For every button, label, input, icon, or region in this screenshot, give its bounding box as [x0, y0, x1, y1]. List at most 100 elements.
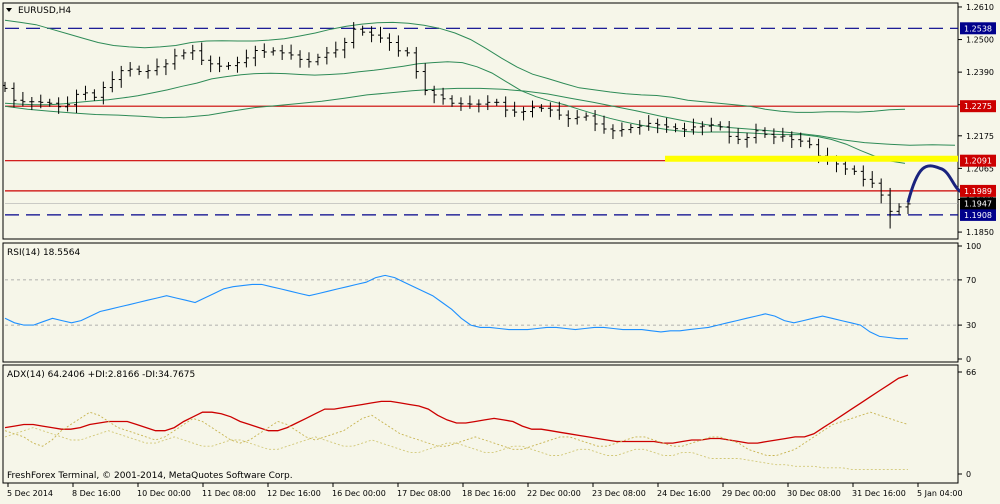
ohlc-bar[interactable] — [342, 37, 348, 59]
ohlc-bar[interactable] — [226, 62, 232, 70]
ohlc-bar[interactable] — [628, 123, 634, 134]
projection-arc[interactable] — [906, 164, 963, 203]
ohlc-bar[interactable] — [413, 46, 419, 79]
ohlc-bar[interactable] — [619, 122, 625, 137]
ohlc-bar[interactable] — [610, 124, 616, 140]
ohlc-bar[interactable] — [744, 132, 750, 148]
ohlc-bar[interactable] — [395, 35, 401, 57]
ohlc-bar[interactable] — [878, 178, 884, 204]
ohlc-bar[interactable] — [172, 48, 178, 70]
ohlc-bar[interactable] — [100, 81, 106, 105]
ohlc-bar[interactable] — [91, 89, 97, 101]
ohlc-bar[interactable] — [74, 89, 80, 114]
ohlc-bar[interactable] — [860, 165, 866, 187]
ohlc-bar[interactable] — [538, 104, 544, 112]
ohlc-bar[interactable] — [234, 56, 240, 73]
ohlc-bar[interactable] — [136, 65, 142, 76]
ohlc-bar[interactable] — [735, 128, 741, 145]
ohlc-bar[interactable] — [270, 47, 276, 56]
ohlc-bar[interactable] — [467, 95, 473, 109]
ohlc-bar[interactable] — [118, 65, 124, 88]
ohlc-bar[interactable] — [476, 99, 482, 113]
ohlc-bar[interactable] — [199, 42, 205, 66]
adx-plus-di-line[interactable] — [4, 411, 909, 456]
ohlc-bar[interactable] — [154, 58, 160, 76]
ohlc-bar[interactable] — [449, 95, 455, 107]
ohlc-bar[interactable] — [574, 110, 580, 125]
ohlc-bar[interactable] — [503, 96, 509, 118]
ohlc-bar[interactable] — [780, 127, 786, 142]
ohlc-bar[interactable] — [404, 47, 410, 57]
ohlc-bar[interactable] — [583, 112, 589, 121]
ohlc-bar[interactable] — [29, 97, 35, 111]
adx-panel[interactable]: ADX(14) 64.2406 +DI:2.8166 -DI:34.7675 F… — [2, 364, 959, 484]
ohlc-bar[interactable] — [297, 50, 303, 68]
ohlc-bar[interactable] — [717, 121, 723, 131]
ohlc-bar[interactable] — [655, 118, 661, 134]
ohlc-bar[interactable] — [681, 122, 687, 137]
ohlc-bar[interactable] — [333, 41, 339, 58]
ohlc-bar[interactable] — [315, 53, 321, 66]
ohlc-bar[interactable] — [798, 132, 804, 148]
ohlc-bar[interactable] — [494, 98, 500, 106]
ohlc-bar[interactable] — [458, 97, 464, 111]
rsi-line[interactable] — [4, 274, 908, 340]
ohlc-bar[interactable] — [386, 33, 392, 51]
ohlc-bar[interactable] — [20, 91, 26, 107]
ohlc-bar[interactable] — [190, 44, 196, 60]
ohlc-bar[interactable] — [556, 101, 562, 120]
ohlc-bar[interactable] — [789, 131, 795, 148]
ohlc-bar[interactable] — [708, 117, 714, 132]
ohlc-bar[interactable] — [422, 63, 428, 96]
ohlc-bar[interactable] — [360, 25, 366, 36]
ohlc-bar[interactable] — [306, 52, 312, 68]
ohlc-bar[interactable] — [547, 102, 553, 118]
ohlc-bar[interactable] — [869, 171, 875, 188]
ohlc-bar[interactable] — [646, 115, 652, 131]
ohlc-bar[interactable] — [163, 59, 169, 76]
ohlc-bar[interactable] — [82, 85, 88, 101]
ohlc-bar[interactable] — [529, 100, 535, 118]
ohlc-bar[interactable] — [109, 71, 115, 93]
ohlc-bar[interactable] — [592, 110, 598, 132]
ohlc-bar[interactable] — [565, 110, 571, 127]
ohlc-bar[interactable] — [690, 118, 696, 135]
ohlc-bar[interactable] — [378, 26, 384, 43]
ohlc-bar[interactable] — [11, 82, 17, 108]
ohlc-bar[interactable] — [485, 95, 491, 111]
ohlc-bar[interactable] — [2, 81, 8, 92]
ohlc-bar[interactable] — [252, 45, 258, 67]
ohlc-bar[interactable] — [47, 98, 53, 107]
ohlc-bar[interactable] — [208, 55, 214, 73]
adx-minus-di-line[interactable] — [4, 427, 908, 470]
ohlc-bar[interactable] — [637, 120, 643, 135]
ohlc-bar[interactable] — [217, 56, 223, 73]
ohlc-bar[interactable] — [243, 49, 249, 68]
rsi-panel[interactable]: RSI(14) 18.5564 — [2, 242, 959, 363]
ohlc-bar[interactable] — [512, 101, 518, 117]
ohlc-bar[interactable] — [369, 26, 375, 43]
ohlc-bar[interactable] — [56, 97, 62, 114]
ohlc-bar[interactable] — [664, 117, 670, 133]
ohlc-bar[interactable] — [771, 128, 777, 145]
adx-main-line[interactable] — [4, 374, 909, 444]
ohlc-bar[interactable] — [601, 115, 607, 134]
ohlc-bar[interactable] — [181, 49, 187, 60]
ohlc-bar[interactable] — [753, 123, 759, 144]
ohlc-bar[interactable] — [65, 96, 71, 112]
ohlc-bar[interactable] — [726, 121, 732, 144]
ohlc-bar[interactable] — [38, 94, 44, 109]
ohlc-bar[interactable] — [762, 127, 768, 138]
ohlc-bar[interactable] — [261, 43, 267, 58]
ohlc-bar[interactable] — [896, 203, 902, 215]
ohlc-bar[interactable] — [807, 137, 813, 149]
ohlc-bar[interactable] — [127, 62, 133, 77]
ohlc-bar[interactable] — [324, 46, 330, 65]
ohlc-bar[interactable] — [288, 44, 294, 60]
ohlc-bar[interactable] — [351, 22, 357, 49]
ohlc-bar[interactable] — [699, 121, 705, 136]
price-panel[interactable]: EURUSD,H4 — [2, 2, 963, 240]
ohlc-bar[interactable] — [145, 64, 151, 79]
ohlc-bar[interactable] — [440, 87, 446, 105]
ohlc-bar[interactable] — [431, 85, 437, 104]
